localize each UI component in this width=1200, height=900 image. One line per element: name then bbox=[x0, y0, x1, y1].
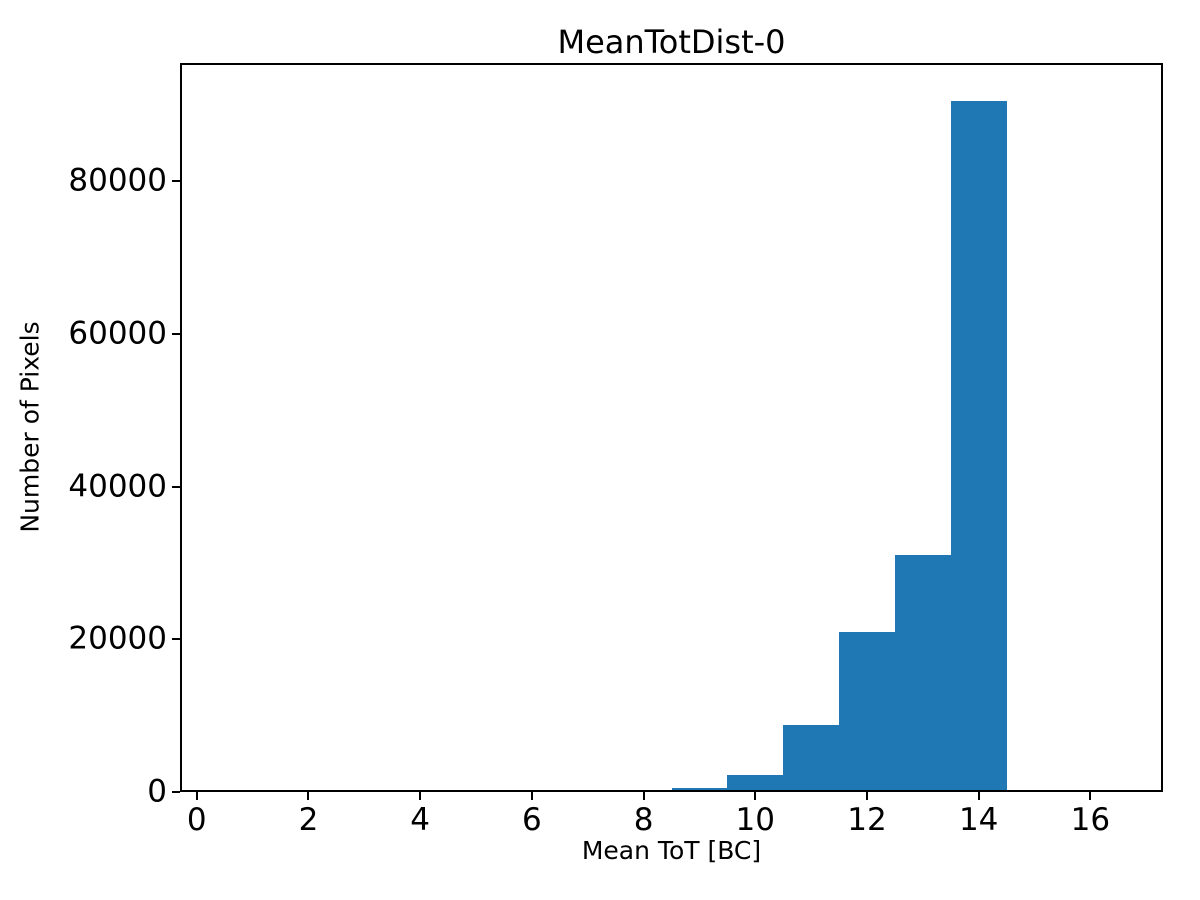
x-tick-label: 4 bbox=[410, 802, 431, 838]
histogram-bar bbox=[894, 555, 951, 792]
x-tick-label: 10 bbox=[735, 802, 775, 838]
x-tick-mark bbox=[419, 792, 422, 800]
histogram-bar bbox=[783, 724, 840, 792]
x-tick-label: 12 bbox=[847, 802, 887, 838]
x-tick-mark bbox=[642, 792, 645, 800]
x-tick-mark bbox=[754, 792, 757, 800]
y-tick-label: 20000 bbox=[68, 620, 167, 657]
histogram-bar bbox=[950, 101, 1007, 792]
x-tick-label: 14 bbox=[958, 802, 999, 838]
plot-area bbox=[180, 63, 1163, 792]
x-tick-mark bbox=[195, 792, 198, 800]
histogram-bar bbox=[615, 790, 672, 792]
y-tick-mark bbox=[172, 791, 180, 793]
x-tick-mark bbox=[307, 792, 310, 800]
histogram-bar bbox=[671, 787, 728, 792]
x-tick-mark bbox=[977, 792, 980, 800]
x-tick-label: 8 bbox=[633, 802, 654, 838]
y-tick-mark bbox=[172, 485, 180, 488]
y-tick-label: 60000 bbox=[68, 315, 167, 352]
axes-spines bbox=[180, 63, 1163, 792]
y-tick-mark bbox=[172, 638, 180, 641]
x-tick-mark bbox=[865, 792, 868, 800]
y-tick-label: 40000 bbox=[68, 468, 167, 505]
x-tick-label: 6 bbox=[521, 802, 542, 838]
x-tick-label: 2 bbox=[298, 802, 319, 838]
x-tick-mark bbox=[530, 792, 533, 800]
x-axis-label: Mean ToT [BC] bbox=[581, 836, 762, 865]
x-tick-mark bbox=[1089, 792, 1092, 800]
x-tick-label: 0 bbox=[186, 802, 207, 838]
y-tick-mark bbox=[172, 332, 180, 335]
y-tick-mark bbox=[172, 180, 180, 183]
histogram-bar bbox=[727, 775, 784, 792]
x-tick-label: 16 bbox=[1070, 802, 1111, 838]
histogram-bar bbox=[839, 632, 895, 792]
chart-title: MeanTotDist-0 bbox=[557, 23, 786, 61]
y-axis-label: Number of Pixels bbox=[15, 321, 45, 533]
y-tick-label: 0 bbox=[147, 773, 167, 810]
y-tick-label: 80000 bbox=[68, 162, 167, 199]
